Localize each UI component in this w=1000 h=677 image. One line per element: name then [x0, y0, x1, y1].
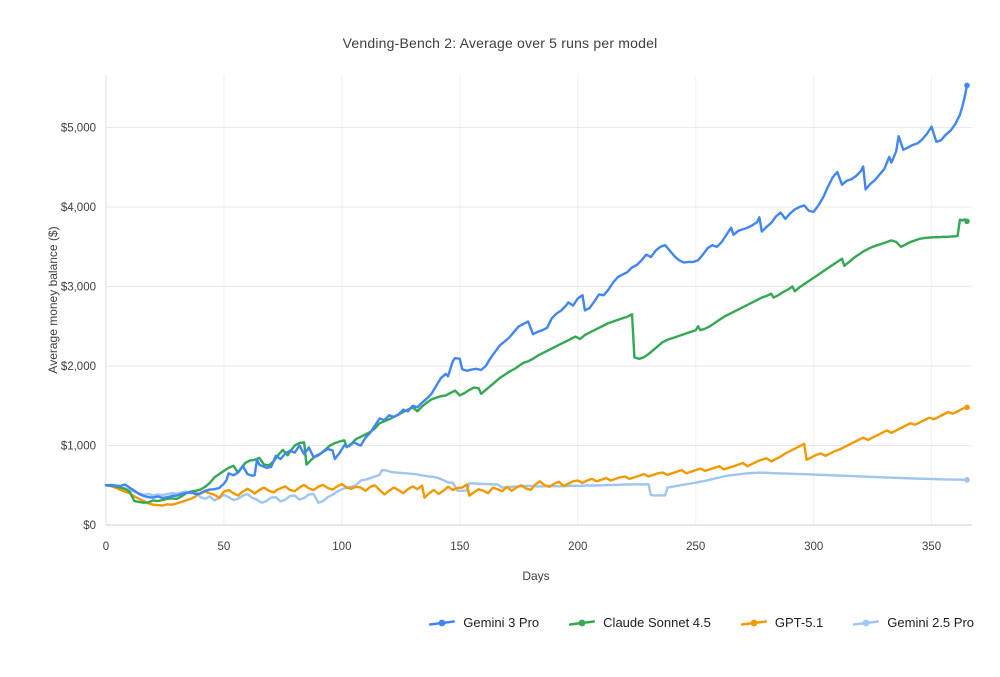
series-line-gemini-2-5-pro: [104, 468, 969, 504]
x-tick-label: 200: [568, 541, 587, 553]
y-tick-label: $2,000: [61, 361, 96, 373]
x-tick-label: 350: [922, 541, 941, 553]
series-endpoint-gemini-3-pro: [964, 82, 970, 89]
series-endpoint-claude-sonnet-4-5: [964, 218, 970, 225]
legend-item-gpt-5-1[interactable]: GPT-5.1: [740, 615, 824, 630]
y-tick-label: $5,000: [61, 123, 96, 135]
y-tick-label: $4,000: [61, 202, 96, 214]
legend-item-gemini-2-5-pro[interactable]: Gemini 2.5 Pro: [853, 615, 974, 630]
legend-label-claude-sonnet-4-5: Claude Sonnet 4.5: [603, 615, 711, 630]
series-line-claude-sonnet-4-5: [104, 218, 969, 504]
legend-marker-gemini-2-5-pro: [853, 619, 880, 626]
x-tick-label: 300: [804, 541, 823, 553]
legend-item-gemini-3-pro[interactable]: Gemini 3 Pro: [429, 615, 539, 630]
legend-item-claude-sonnet-4-5[interactable]: Claude Sonnet 4.5: [569, 615, 711, 630]
y-tick-label: $1,000: [61, 441, 96, 453]
x-tick-label: 50: [218, 541, 231, 553]
chart-title: Vending-Bench 2: Average over 5 runs per…: [343, 35, 658, 51]
series-lines: [104, 82, 970, 507]
series-line-gpt-5-1: [104, 406, 969, 507]
legend-marker-gemini-3-pro: [429, 619, 456, 626]
x-tick-label: 100: [332, 541, 351, 553]
legend-label-gpt-5-1: GPT-5.1: [774, 615, 824, 630]
series-endpoint-gpt-5-1: [964, 404, 970, 411]
legend-marker-claude-sonnet-4-5: [569, 619, 596, 626]
y-tick-label: $3,000: [61, 282, 96, 294]
x-axis-label: Days: [522, 569, 549, 583]
series-endpoint-gemini-2-5-pro: [964, 477, 970, 483]
x-tick-label: 250: [686, 541, 705, 553]
legend-label-gemini-3-pro: Gemini 3 Pro: [463, 615, 540, 630]
x-tick-label: 0: [103, 541, 109, 553]
y-axis-label: Average money balance ($): [46, 226, 60, 373]
chart-svg: Vending-Bench 2: Average over 5 runs per…: [46, 35, 972, 583]
y-tick-label: $0: [83, 520, 96, 532]
legend-label-gemini-2-5-pro: Gemini 2.5 Pro: [887, 615, 974, 630]
tick-labels: 0 50 100 150 200 250 300 350 $0 $1,000 $2,000 $3,00…: [61, 123, 941, 554]
chart-legend: Gemini 3 Pro Claude Sonnet 4.5 GPT-5.1 Gemi…: [0, 615, 974, 630]
x-tick-label: 150: [450, 541, 469, 553]
series-line-gemini-3-pro: [104, 84, 969, 500]
gridlines: [105, 75, 972, 526]
legend-marker-gpt-5-1: [740, 619, 767, 626]
